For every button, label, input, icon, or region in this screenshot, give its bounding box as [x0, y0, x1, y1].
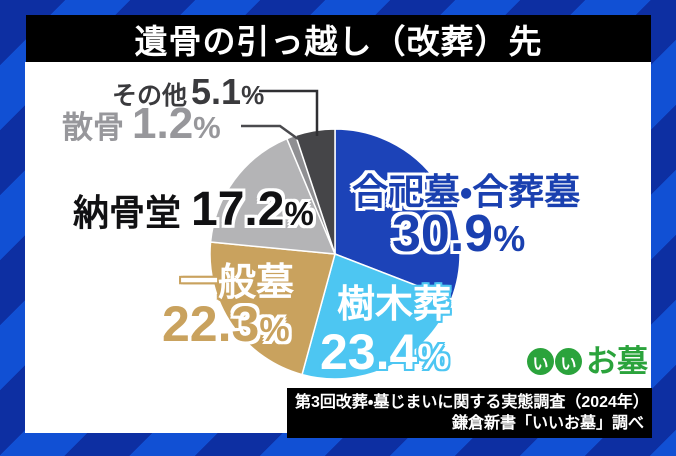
label-jumoku-name: 樹木葬	[337, 284, 452, 326]
label-jumoku-value: 23.4%	[320, 327, 449, 377]
label-ippan-number: 22.3	[162, 296, 260, 352]
label-sankotsu-name: 散骨	[62, 110, 124, 145]
ii-ohaka-logo: い い お墓	[527, 346, 648, 377]
label-sonota-name: その他	[112, 82, 188, 110]
label-noukotsu-name: 納骨堂	[73, 192, 182, 233]
label-sonota-pct: %	[241, 80, 265, 110]
source-credit: 第3回改葬・墓じまいに関する実態調査（2024年） 鎌倉新書「いいお墓」調べ	[287, 388, 652, 438]
logo-circle-icon: い	[527, 348, 554, 375]
label-sankotsu-value: 1.2	[132, 99, 194, 148]
label-noukotsu-value: 17.2	[191, 183, 285, 236]
label-sonota-value: 5.1	[191, 71, 242, 112]
title-bar: 遺骨の引っ越し（改葬）先	[26, 15, 651, 62]
label-goshi-number: 30.9	[392, 205, 494, 263]
label-goshi-value: 30.9%	[392, 208, 525, 260]
label-sankotsu-pct: %	[193, 110, 221, 145]
label-noukotsu: 納骨堂 17.2 %	[73, 186, 314, 234]
label-jumoku-pct: %	[417, 336, 450, 377]
label-ippan-name: 一般墓	[180, 262, 295, 304]
label-sankotsu: 散骨 1.2 %	[62, 102, 221, 146]
label-goshi-pct: %	[493, 218, 526, 259]
source-line-2: 鎌倉新書「いいお墓」調べ	[451, 415, 644, 432]
callout-line-sonota	[259, 89, 319, 136]
logo-text: お墓	[586, 344, 648, 379]
pie-slice-1	[334, 128, 461, 301]
pie-slice-4	[209, 137, 337, 255]
label-goshi-name: 合祀墓・合葬墓	[352, 171, 581, 212]
logo-circle-icon: い	[555, 348, 582, 375]
callout-line-sankotsu	[241, 124, 299, 141]
label-ippan-pct: %	[259, 311, 290, 349]
label-noukotsu-pct: %	[284, 195, 314, 232]
label-ippan-value: 22.3%	[162, 299, 290, 349]
label-sonota: その他 5.1 %	[112, 74, 264, 110]
pie-slice-3	[209, 241, 336, 376]
source-line-1: 第3回改葬・墓じまいに関する実態調査（2024年）	[295, 394, 649, 411]
label-jumoku-number: 23.4	[320, 324, 418, 380]
pie-slice-6	[294, 128, 336, 255]
pie-slice-2	[301, 253, 453, 380]
page-title: 遺骨の引っ越し（改葬）先	[134, 22, 543, 60]
